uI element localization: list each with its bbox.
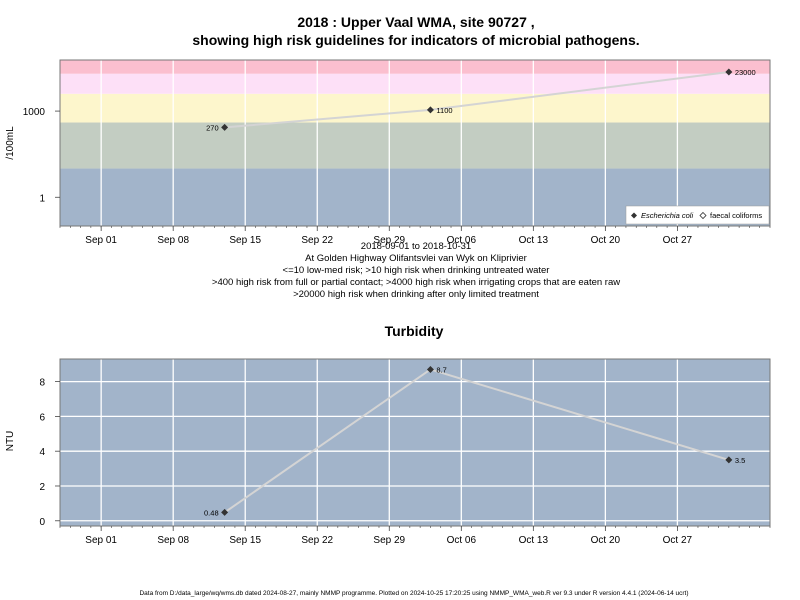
data-label: 8.7 [436,365,446,374]
top-chart-title-line2: showing high risk guidelines for indicat… [192,32,639,48]
data-point-marker [426,365,434,373]
data-point-marker [221,508,229,516]
x-tick-label: Sep 22 [301,235,333,246]
risk-band [60,60,770,74]
y-tick-label: 8 [39,378,45,389]
data-label: 1100 [436,106,452,115]
data-point-marker [426,106,434,114]
plot-area [60,359,770,526]
data-point-marker [725,456,733,464]
x-tick-label: Oct 27 [663,235,693,246]
x-tick-label: Sep 29 [373,235,405,246]
x-tick-label: Oct 13 [519,535,549,546]
x-tick-label: Oct 06 [447,235,477,246]
x-tick-label: Sep 08 [157,535,189,546]
footer-note: Data from D:/data_large/wq/wms.db dated … [139,590,688,597]
y-tick-label: 4 [39,447,45,458]
y-tick-label: 1000 [23,107,46,118]
x-tick-label: Sep 22 [301,535,333,546]
risk-bands [60,60,770,226]
x-tick-label: Sep 08 [157,235,189,246]
ecoli-series: 270 1100 23000 [206,68,756,132]
data-point-marker [725,68,733,76]
x-tick-label: Sep 01 [85,235,117,246]
data-point-marker [221,123,229,131]
x-tick-label: Sep 15 [229,535,261,546]
caption-guideline-1: <=10 low-med risk; >10 high risk when dr… [283,265,550,276]
x-tick-label: Oct 20 [591,535,621,546]
x-tick-label: Oct 20 [591,235,621,246]
top-legend: Escherichia coli faecal coliforms [625,205,770,225]
top-plot-frame [59,59,771,227]
caption-site: At Golden Highway Olifantsvlei van Wyk o… [305,253,527,264]
legend-label-faecal-coliforms: faecal coliforms [710,211,762,220]
legend-label-ecoli: Escherichia coli [641,211,693,220]
caption-date-range: 2018-09-01 to 2018-10-31 [361,241,471,252]
legend-marker-ecoli [631,212,637,219]
x-tick-label: Oct 27 [663,535,693,546]
bottom-axes: Sep 01 Sep 08 Sep 15 Sep 22 Sep 29 Oct 06 Oct … [39,378,771,546]
risk-band [60,73,770,94]
y-tick-label: 6 [39,412,45,423]
y-tick-label: 1 [39,193,45,204]
x-tick-label: Sep 29 [373,535,405,546]
y-tick-label: 2 [39,482,45,493]
top-chart-caption: 2018-09-01 to 2018-10-31 At Golden Highw… [212,241,620,300]
bottom-plot-frame [59,358,771,527]
top-y-axis-label: /100mL [5,126,16,160]
bottom-chart-title: Turbidity [385,323,444,339]
bottom-gridlines [60,359,770,526]
turbidity-series: 0.48 8.7 3.5 [204,365,745,517]
x-tick-label: Sep 15 [229,235,261,246]
bottom-plot-background [60,359,770,526]
x-tick-label: Oct 13 [519,235,549,246]
data-label: 3.5 [735,456,745,465]
legend-box [625,205,770,225]
x-tick-label: Sep 01 [85,535,117,546]
risk-band [60,93,770,123]
caption-guideline-3: >20000 high risk when drinking after onl… [293,289,539,300]
x-tick-label: Oct 06 [447,535,477,546]
bottom-y-axis-label: NTU [5,431,16,452]
data-label: 23000 [735,68,756,77]
top-axes: Sep 01 Sep 08 Sep 15 Sep 22 Sep 29 Oct 06 Oct … [23,107,771,246]
y-tick-label: 0 [39,517,45,528]
risk-band [60,122,770,169]
caption-guideline-2: >400 high risk from full or partial cont… [212,277,620,288]
data-label: 270 [206,123,219,132]
top-chart-title-line1: 2018 : Upper Vaal WMA, site 90727 , [297,14,534,30]
data-label: 0.48 [204,508,219,517]
legend-marker-faecal-coliforms [699,211,707,220]
